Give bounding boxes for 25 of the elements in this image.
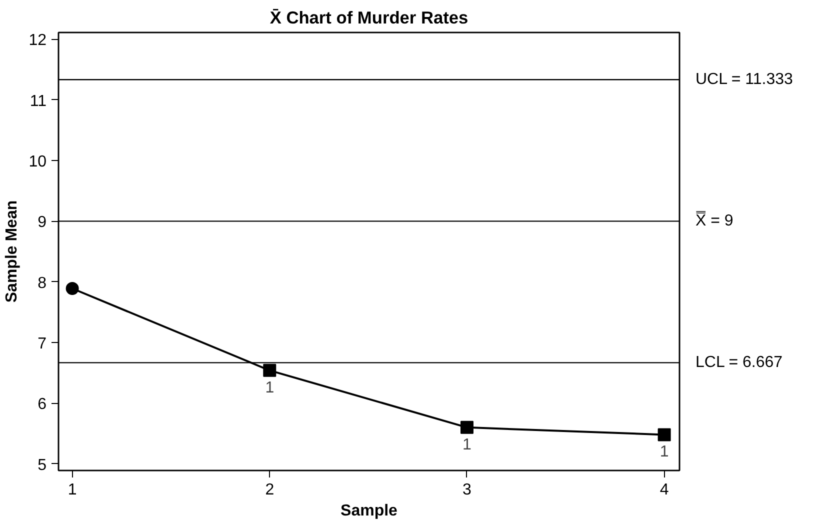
point — [460, 420, 474, 434]
ref-line-label: LCL = 6.667 — [696, 354, 783, 372]
y-tick-label: 6 — [38, 396, 47, 414]
ref-line-label: UCL = 11.333 — [696, 71, 793, 88]
x-tick-label: 3 — [462, 482, 472, 498]
chart-title: X̄ Chart of Murder Rates — [270, 8, 468, 28]
x-tick-label: 4 — [660, 482, 669, 498]
point — [66, 282, 79, 295]
annotation: 1 — [660, 444, 669, 461]
x-tick-label: 2 — [265, 482, 274, 498]
y-axis-title: Sample Mean — [4, 200, 21, 303]
y-tick-label: 10 — [28, 154, 47, 171]
y-tick-label: 12 — [28, 32, 47, 50]
annotation: 1 — [265, 379, 274, 396]
y-tick-label: 9 — [38, 214, 47, 232]
x-axis-title: Sample — [340, 502, 398, 520]
y-tick-label: 7 — [38, 335, 47, 352]
ref-line-label: X̿ = 9 — [696, 210, 734, 230]
annotation: 1 — [462, 436, 472, 454]
y-tick-label: 11 — [30, 92, 47, 110]
x-tick-label: 1 — [68, 482, 77, 498]
y-tick-label: 8 — [38, 274, 47, 292]
point — [263, 364, 276, 377]
point — [658, 428, 671, 442]
y-tick-label: 5 — [38, 456, 47, 474]
